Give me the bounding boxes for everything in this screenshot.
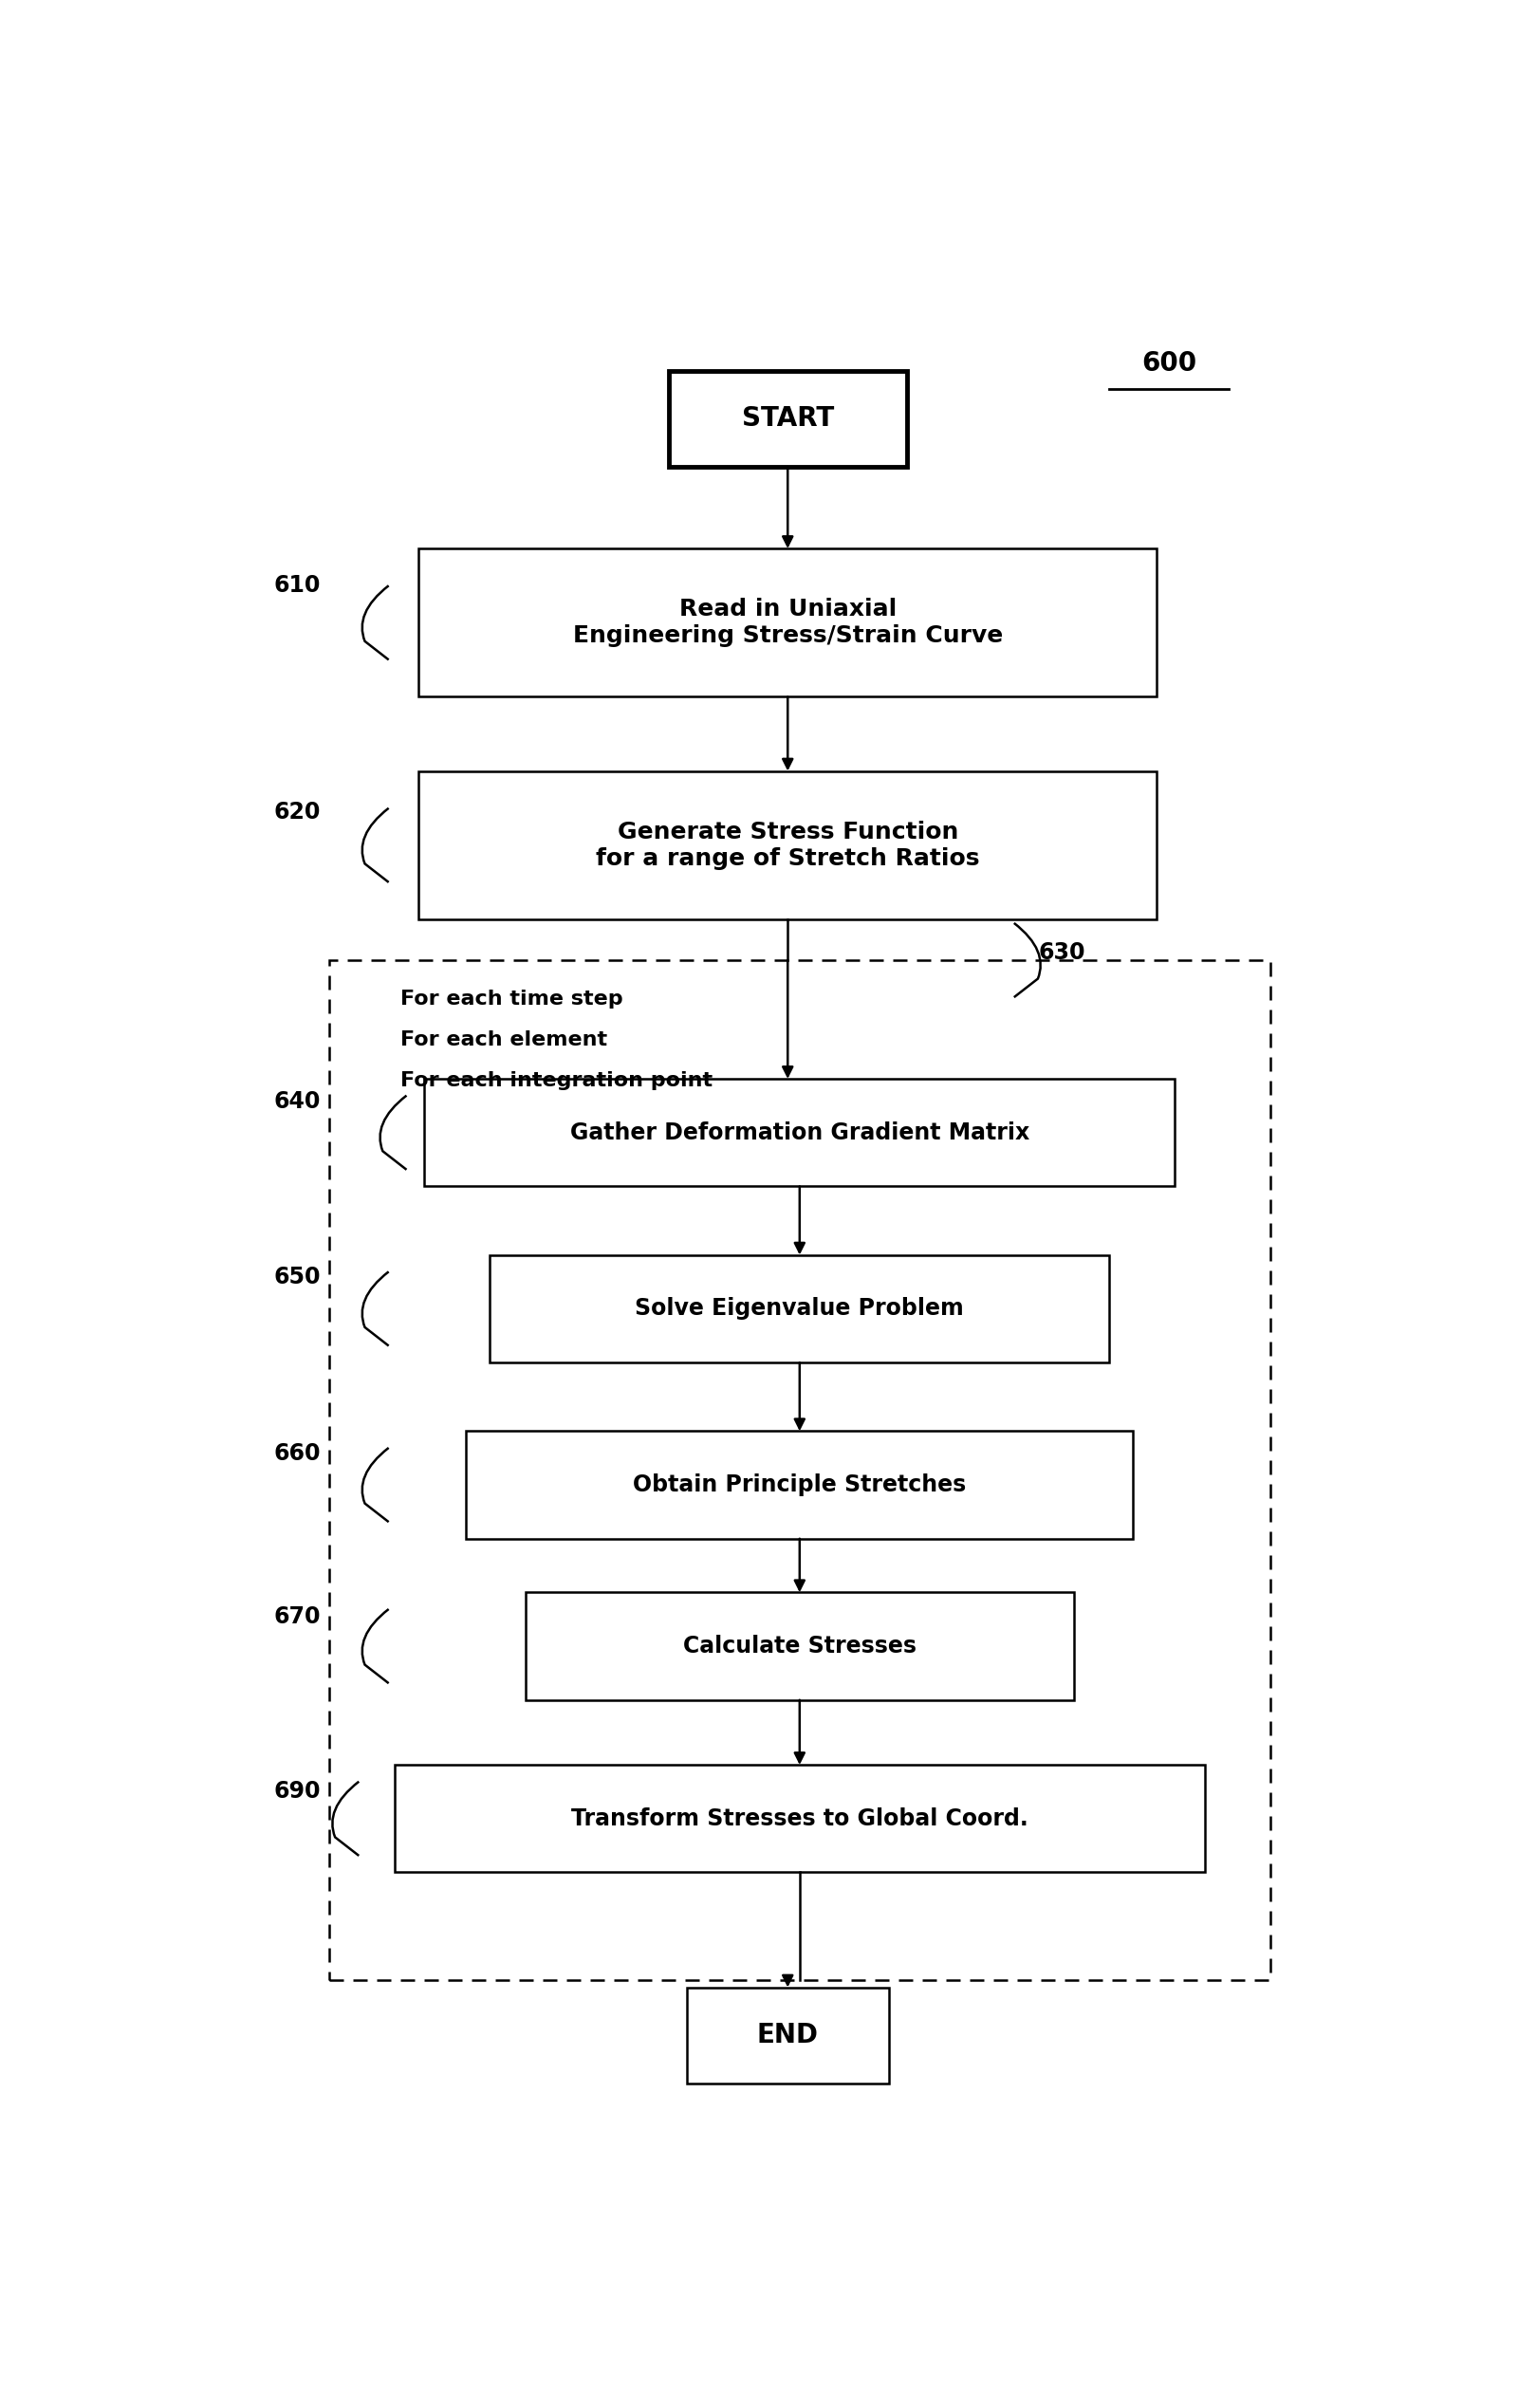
Text: Read in Uniaxial
Engineering Stress/Strain Curve: Read in Uniaxial Engineering Stress/Stra…: [573, 597, 1002, 648]
FancyBboxPatch shape: [418, 549, 1157, 696]
Text: 660: 660: [274, 1442, 320, 1464]
Text: For each integration point: For each integration point: [401, 1072, 713, 1091]
Text: 610: 610: [274, 573, 320, 597]
Text: Generate Stress Function
for a range of Stretch Ratios: Generate Stress Function for a range of …: [596, 821, 979, 869]
FancyBboxPatch shape: [466, 1430, 1133, 1539]
Text: 650: 650: [274, 1267, 320, 1288]
Text: 600: 600: [1142, 349, 1196, 376]
Text: 690: 690: [274, 1780, 320, 1801]
Text: For each time step: For each time step: [401, 990, 622, 1009]
FancyBboxPatch shape: [329, 961, 1270, 1979]
Text: Solve Eigenvalue Problem: Solve Eigenvalue Problem: [635, 1298, 964, 1320]
FancyBboxPatch shape: [669, 371, 907, 467]
Text: Obtain Principle Stretches: Obtain Principle Stretches: [633, 1474, 967, 1495]
FancyBboxPatch shape: [395, 1765, 1205, 1873]
FancyBboxPatch shape: [418, 771, 1157, 920]
Text: END: END: [756, 2023, 819, 2049]
Text: 640: 640: [274, 1091, 320, 1112]
FancyBboxPatch shape: [490, 1255, 1110, 1363]
Text: Transform Stresses to Global Coord.: Transform Stresses to Global Coord.: [572, 1808, 1028, 1830]
Text: 670: 670: [274, 1606, 320, 1628]
FancyBboxPatch shape: [526, 1592, 1073, 1700]
Text: 630: 630: [1037, 942, 1085, 963]
Text: START: START: [741, 405, 835, 431]
Text: Calculate Stresses: Calculate Stresses: [682, 1635, 916, 1657]
FancyBboxPatch shape: [687, 1987, 888, 2083]
Text: Gather Deformation Gradient Matrix: Gather Deformation Gradient Matrix: [570, 1122, 1030, 1144]
Text: For each element: For each element: [401, 1031, 607, 1050]
FancyBboxPatch shape: [424, 1079, 1174, 1187]
Text: 620: 620: [274, 799, 320, 824]
